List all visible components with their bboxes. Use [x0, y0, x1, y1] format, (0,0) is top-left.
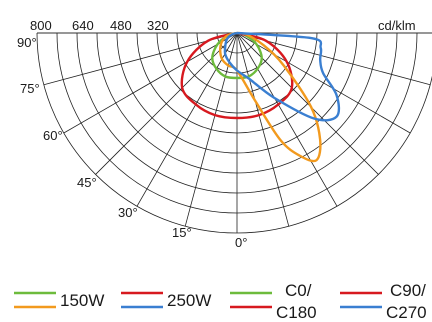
- curve-150w-c90-c270: [219, 31, 322, 163]
- angle-label-45: 45°: [77, 175, 97, 190]
- unit-label: cd/klm: [378, 18, 416, 33]
- axis-labels: 800 640 480 320 cd/klm 90° 75° 60° 45° 3…: [17, 18, 416, 250]
- angle-label-30: 30°: [118, 205, 138, 220]
- angle-label-75: 75°: [20, 81, 40, 96]
- curves: [180, 31, 341, 163]
- polar-grid: [36, 32, 432, 234]
- legend-label-c0-line1: C0/: [285, 281, 312, 300]
- radial-tick-label-640: 640: [72, 18, 94, 33]
- angle-label-15: 15°: [172, 225, 192, 240]
- radial-tick-label-480: 480: [110, 18, 132, 33]
- legend-label-c0-line2: C180: [276, 303, 317, 322]
- grid-spoke: [236, 32, 338, 207]
- legend-label-c90-line1: C90/: [390, 281, 426, 300]
- curve-150w-c0-c180: [211, 31, 263, 80]
- legend-item-250w: 250W: [121, 291, 211, 310]
- legend: 150W 250W C0/ C180 C90/ C270: [14, 281, 427, 322]
- legend-label-150w: 150W: [60, 291, 104, 310]
- radial-tick-label-320: 320: [147, 18, 169, 33]
- legend-item-c90-c270: C90/ C270: [340, 281, 427, 322]
- legend-item-150w: 150W: [14, 291, 104, 310]
- grid-spoke: [236, 32, 411, 134]
- legend-label-c90-line2: C270: [386, 303, 427, 322]
- legend-label-250w: 250W: [167, 291, 211, 310]
- curve-250w-c90-c270: [223, 31, 341, 122]
- angle-label-0: 0°: [235, 235, 247, 250]
- radial-tick-label-800: 800: [30, 18, 52, 33]
- grid-spoke: [63, 32, 238, 134]
- grid-spoke: [136, 32, 238, 207]
- legend-item-c0-c180: C0/ C180: [230, 281, 317, 322]
- grid-spoke: [95, 32, 238, 175]
- angle-label-90: 90°: [17, 35, 37, 50]
- curve-250w-c0-c180: [180, 31, 294, 120]
- angle-label-60: 60°: [43, 128, 63, 143]
- grid-spoke: [236, 32, 290, 227]
